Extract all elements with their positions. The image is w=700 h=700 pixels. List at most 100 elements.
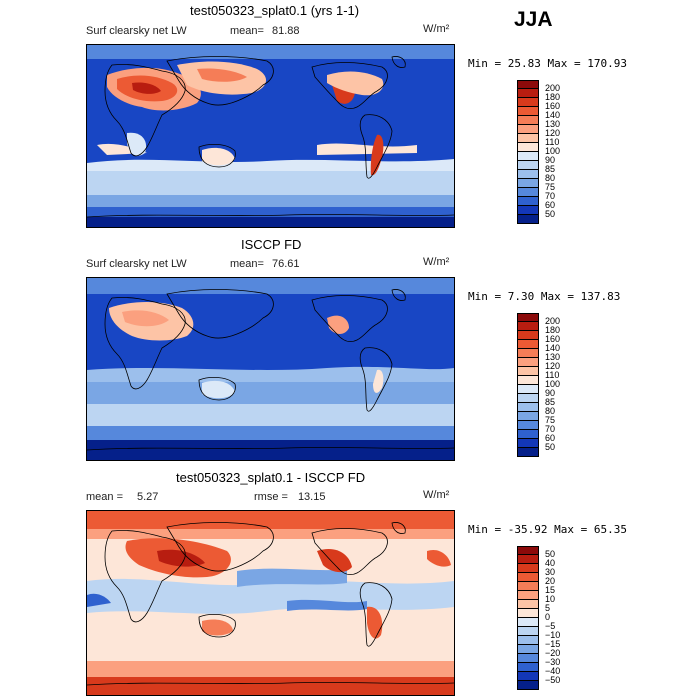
colorbar-swatch	[517, 188, 539, 197]
colorbar-tick-label: 140	[545, 343, 561, 353]
colorbar-swatch	[517, 322, 539, 331]
panel3-minmax: Min = -35.92 Max = 65.35	[468, 523, 627, 536]
colorbar-swatch	[517, 215, 539, 224]
colorbar-tick-label: 70	[545, 191, 556, 201]
colorbar-tick-label: −15	[545, 639, 561, 649]
colorbar-tick-label: −5	[545, 621, 556, 631]
colorbar-swatch	[517, 564, 539, 573]
colorbar-tick-label: 180	[545, 92, 561, 102]
colorbar-swatch	[517, 80, 539, 89]
panel2-map	[86, 277, 455, 461]
colorbar-tick-label: 120	[545, 361, 561, 371]
colorbar-swatch	[517, 349, 539, 358]
colorbar-tick-label: 70	[545, 424, 556, 434]
colorbar-swatch	[517, 555, 539, 564]
colorbar-swatch	[517, 331, 539, 340]
panel3-rmse-value: 13.15	[297, 491, 326, 503]
colorbar-swatch	[517, 546, 539, 555]
panel2-field-label: Surf clearsky net LW	[86, 258, 187, 270]
colorbar-swatch	[517, 439, 539, 448]
colorbar-tick-label: 75	[545, 182, 556, 192]
panel1-colorbar: 200 180 160 140 130 120 110 100 90 85 80 75 70 60 50	[517, 80, 560, 224]
panel1-mean-label: mean= 81.88	[230, 25, 300, 37]
colorbar-tick-label: 110	[545, 137, 560, 147]
panel3-map-svg	[87, 511, 454, 695]
panel3-rmse-label: rmse = 13.15	[254, 491, 326, 503]
panel1-mean-value: 81.88	[271, 25, 300, 37]
colorbar-swatch	[517, 206, 539, 215]
panel2-title: ISCCP FD	[241, 237, 302, 252]
panel2-mean-value: 76.61	[271, 258, 300, 270]
colorbar-swatch	[517, 116, 539, 125]
colorbar-swatch	[517, 394, 539, 403]
colorbar-swatch	[517, 627, 539, 636]
colorbar-swatch	[517, 358, 539, 367]
colorbar-tick-label: 130	[545, 119, 561, 129]
panel3-map	[86, 510, 455, 696]
colorbar-tick-label: 160	[545, 101, 561, 111]
panel2-map-svg	[87, 278, 454, 460]
panel3-mean-label: mean = 5.27	[86, 491, 159, 503]
colorbar-tick-label: 5	[545, 603, 551, 613]
colorbar-swatch	[517, 421, 539, 430]
panel2-mean-label: mean= 76.61	[230, 258, 300, 270]
colorbar-tick-label: 60	[545, 200, 556, 210]
colorbar-swatch	[517, 591, 539, 600]
colorbar-tick-label: 110	[545, 370, 560, 380]
colorbar-tick-label: 90	[545, 388, 556, 398]
colorbar-tick-label: 15	[545, 585, 556, 595]
panel3-mean-value: 5.27	[137, 491, 159, 503]
colorbar-tick-label: 100	[545, 379, 561, 389]
colorbar-tick-label: 200	[545, 316, 561, 326]
colorbar-swatch	[517, 98, 539, 107]
colorbar-swatch	[517, 161, 539, 170]
colorbar-swatch	[517, 636, 539, 645]
colorbar-swatch	[517, 681, 539, 690]
colorbar-tick-label: 80	[545, 406, 556, 416]
panel2-colorbar: 200 180 160 140 130 120 110 100 90 85 80 75 70 60 50	[517, 313, 560, 457]
panel1-map-svg	[87, 45, 454, 227]
colorbar-tick-label: 130	[545, 352, 561, 362]
colorbar-swatch	[517, 582, 539, 591]
colorbar-tick-label: −50	[545, 675, 561, 685]
colorbar-swatch	[517, 654, 539, 663]
colorbar-tick-label: 50	[545, 549, 556, 559]
colorbar-tick-label: 200	[545, 83, 561, 93]
colorbar-swatch	[517, 340, 539, 349]
colorbar-tick-label: 60	[545, 433, 556, 443]
colorbar-tick-label: 50	[545, 209, 556, 219]
colorbar-tick-label: 180	[545, 325, 561, 335]
colorbar-tick-label: 30	[545, 567, 556, 577]
colorbar-swatch	[517, 125, 539, 134]
panel1-field-label: Surf clearsky net LW	[86, 25, 187, 37]
colorbar-tick-label: −40	[545, 666, 561, 676]
colorbar-swatch	[517, 313, 539, 322]
colorbar-swatch	[517, 645, 539, 654]
colorbar-tick-label: 85	[545, 397, 556, 407]
colorbar-tick-label: 80	[545, 173, 556, 183]
colorbar-swatch	[517, 179, 539, 188]
colorbar-swatch	[517, 385, 539, 394]
panel3-title: test050323_splat0.1 - ISCCP FD	[176, 470, 366, 485]
colorbar-tick-label: 120	[545, 128, 561, 138]
panel1-minmax: Min = 25.83 Max = 170.93	[468, 57, 627, 70]
colorbar-tick-label: 40	[545, 558, 556, 568]
colorbar-tick-label: 100	[545, 146, 561, 156]
panel2-units: W/m²	[423, 256, 450, 268]
colorbar-tick-label: −30	[545, 657, 561, 667]
colorbar-tick-label: 0	[545, 612, 551, 622]
colorbar-swatch	[517, 170, 539, 179]
colorbar-swatch	[517, 134, 539, 143]
colorbar-swatch	[517, 143, 539, 152]
colorbar-swatch	[517, 573, 539, 582]
colorbar-tick-label: −20	[545, 648, 561, 658]
panel3-units: W/m²	[423, 489, 450, 501]
colorbar-swatch	[517, 403, 539, 412]
colorbar-swatch	[517, 197, 539, 206]
colorbar-swatch	[517, 89, 539, 98]
colorbar-swatch	[517, 448, 539, 457]
colorbar-swatch	[517, 672, 539, 681]
panel1-title: test050323_splat0.1 (yrs 1-1)	[190, 3, 360, 18]
colorbar-swatch	[517, 618, 539, 627]
colorbar-swatch	[517, 430, 539, 439]
